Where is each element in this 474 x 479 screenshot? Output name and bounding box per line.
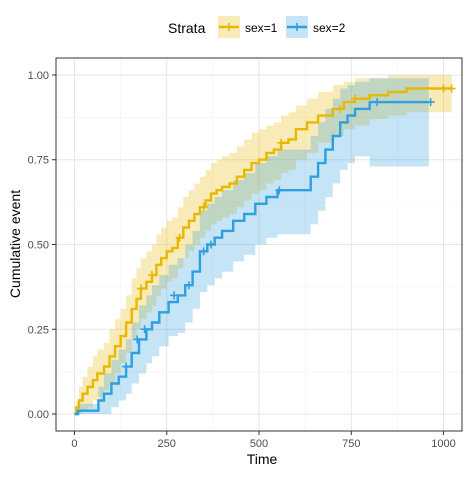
censor-mark-sex=2 [207,240,216,249]
censor-mark-sex=2 [426,98,435,107]
y-tick-label: 0.75 [28,155,49,167]
censor-mark-sex=2 [275,186,284,195]
censor-mark-sex=1 [336,104,345,113]
x-tick-label: 500 [250,438,268,450]
censor-marks [122,84,456,371]
censor-mark-sex=1 [277,138,286,147]
x-tick-label: 750 [342,438,360,450]
legend-entry-sex=1: sex=1 [218,16,278,38]
legend-label: sex=2 [313,21,346,35]
axes: 0 250 500 750 1000 0.00 0.25 0.50 0.75 1.00 [28,70,456,450]
censor-mark-sex=2 [199,247,208,256]
censor-mark-sex=1 [447,84,456,93]
censor-mark-sex=2 [133,335,142,344]
x-tick-label: 1000 [431,438,455,450]
censor-mark-sex=2 [170,291,179,300]
censor-mark-sex=1 [175,233,184,242]
x-tick-label: 250 [158,438,176,450]
y-axis-label: Cumulative event [7,190,23,298]
confidence-band-sex=1 [74,75,452,414]
x-tick-label: 0 [71,438,77,450]
y-tick-label: 0.50 [28,240,49,252]
x-axis-label: Time [247,451,278,467]
plot-area [55,57,463,432]
legend: Strata sex=1 sex=2 [168,16,346,38]
y-tick-label: 1.00 [28,70,49,82]
y-tick-label: 0.00 [28,409,49,421]
censor-mark-sex=2 [140,325,149,334]
curve-sex=1 [74,87,452,416]
censor-mark-sex=1 [147,271,156,280]
legend-title: Strata [168,20,206,36]
censor-mark-sex=2 [184,281,193,290]
y-tick-label: 0.25 [28,324,49,336]
censor-mark-sex=1 [199,203,208,212]
confidence-bands [74,75,452,415]
legend-entry-sex=2: sex=2 [286,16,346,38]
censor-mark-sex=1 [136,284,145,293]
censor-mark-sex=1 [439,84,448,93]
censor-mark-sex=1 [350,94,359,103]
censor-mark-sex=2 [373,98,382,107]
legend-label: sex=1 [245,21,278,35]
censor-mark-sex=2 [122,362,131,371]
confidence-band-sex=2 [74,78,429,415]
